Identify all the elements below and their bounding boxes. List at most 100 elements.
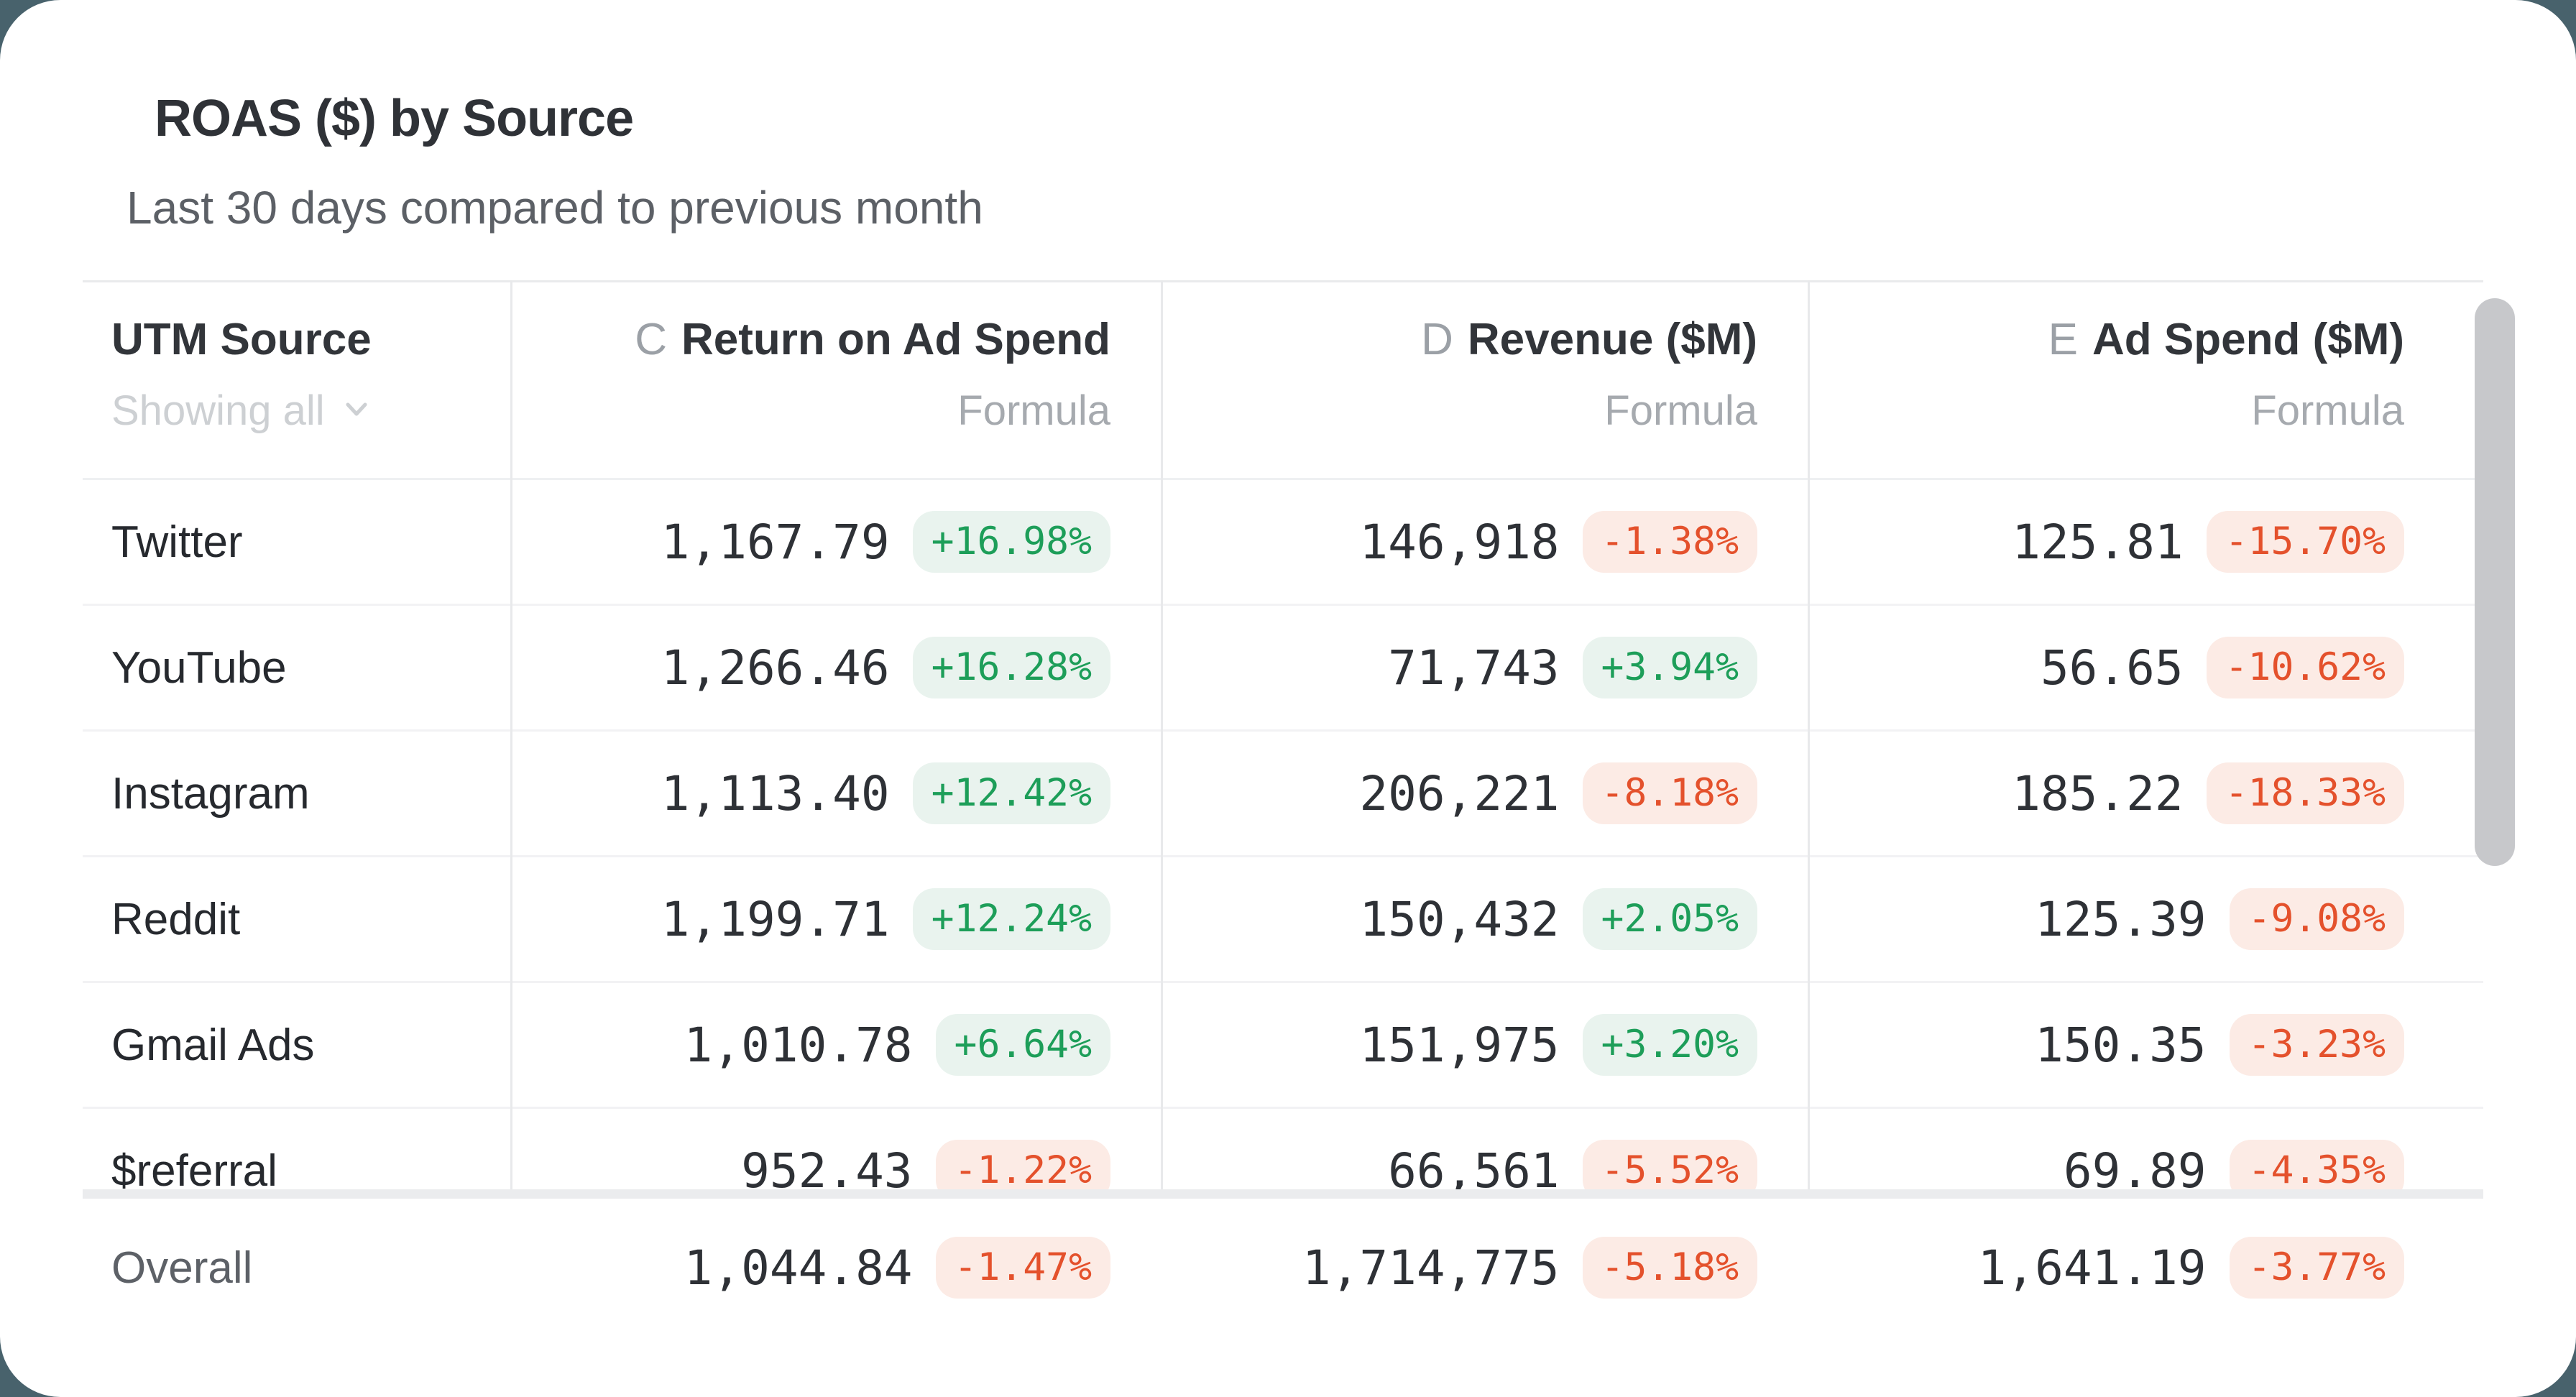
ad-spend-cell: 125.39 -9.08% (1808, 887, 2483, 951)
column-letter: E (2048, 315, 2079, 364)
source-filter-dropdown[interactable]: Showing all (111, 387, 372, 435)
delta-badge: +2.05% (1582, 887, 1757, 951)
source-label: Instagram (111, 768, 310, 819)
column-header-revenue: D Revenue ($M) Formula (1161, 314, 1808, 478)
delta-badge: -1.38% (1582, 510, 1757, 573)
revenue-cell: 206,221 -8.18% (1161, 762, 1808, 825)
table-row[interactable]: Twitter 1,167.79 +16.98% 146,918 -1.38% … (83, 480, 2483, 606)
revenue-cell: 146,918 -1.38% (1161, 510, 1808, 573)
card-title: ROAS ($) by Source (155, 90, 634, 147)
roas-cell: 1,113.40 +12.42% (510, 762, 1161, 825)
table-row[interactable]: Reddit 1,199.71 +12.24% 150,432 +2.05% 1… (83, 857, 2483, 983)
column-divider (510, 280, 512, 1189)
roas-cell: 1,167.79 +16.98% (510, 510, 1161, 573)
ad-spend-cell: 185.22 -18.33% (1808, 762, 2483, 825)
table-header: UTM Source Showing all C Return on Ad Sp… (83, 280, 2483, 480)
metric-value: 1,714,775 (1302, 1240, 1560, 1296)
metric-value: 1,167.79 (661, 514, 890, 570)
delta-badge: -4.35% (2229, 1139, 2404, 1189)
scrollbar-thumb[interactable] (2475, 298, 2515, 866)
delta-badge: -1.47% (935, 1236, 1110, 1299)
roas-cell: 952.43 -1.22% (510, 1139, 1161, 1190)
ad-spend-cell: 1,641.19 -3.77% (1808, 1236, 2483, 1299)
metric-value: 150.35 (2035, 1017, 2207, 1073)
source-label: Reddit (111, 894, 241, 944)
metric-value: 56.65 (2040, 640, 2184, 696)
chevron-down-icon (341, 387, 372, 435)
metric-value: 1,044.84 (684, 1240, 913, 1296)
delta-badge: -5.18% (1582, 1236, 1757, 1299)
roas-table: UTM Source Showing all C Return on Ad Sp… (83, 280, 2483, 1337)
column-divider (1161, 280, 1163, 1189)
column-header-ad-spend: E Ad Spend ($M) Formula (1808, 314, 2483, 478)
column-formula-label: Formula (2251, 387, 2404, 434)
column-label: Revenue ($M) (1467, 315, 1757, 364)
table-row[interactable]: $referral 952.43 -1.22% 66,561 -5.52% 69… (83, 1109, 2483, 1189)
roas-cell: 1,199.71 +12.24% (510, 887, 1161, 951)
metric-value: 1,641.19 (1977, 1240, 2207, 1296)
metric-value: 1,266.46 (661, 640, 890, 696)
metric-value: 71,743 (1388, 640, 1560, 696)
metric-value: 125.39 (2035, 891, 2207, 947)
delta-badge: +3.94% (1582, 636, 1757, 699)
revenue-cell: 151,975 +3.20% (1161, 1013, 1808, 1076)
delta-badge: -10.62% (2206, 636, 2404, 699)
delta-badge: +16.98% (912, 510, 1110, 573)
revenue-cell: 1,714,775 -5.18% (1161, 1236, 1808, 1299)
delta-badge: +12.24% (912, 887, 1110, 951)
metric-value: 66,561 (1388, 1143, 1560, 1190)
revenue-cell: 150,432 +2.05% (1161, 887, 1808, 951)
metric-value: 1,010.78 (684, 1017, 913, 1073)
card-subtitle: Last 30 days compared to previous month (126, 182, 983, 234)
column-letter: D (1421, 315, 1453, 364)
table-row[interactable]: Instagram 1,113.40 +12.42% 206,221 -8.18… (83, 732, 2483, 857)
column-divider (1808, 280, 1810, 1189)
column-header-roas: C Return on Ad Spend Formula (510, 314, 1161, 478)
metric-value: 69.89 (2063, 1143, 2207, 1190)
delta-badge: +3.20% (1582, 1013, 1757, 1076)
roas-cell: 1,044.84 -1.47% (510, 1236, 1161, 1299)
metric-value: 150,432 (1359, 891, 1560, 947)
table-body: Twitter 1,167.79 +16.98% 146,918 -1.38% … (83, 480, 2483, 1189)
metric-value: 1,113.40 (661, 765, 890, 821)
delta-badge: +12.42% (912, 762, 1110, 825)
roas-cell: 1,010.78 +6.64% (510, 1013, 1161, 1076)
source-label: YouTube (111, 642, 287, 693)
metric-value: 185.22 (2012, 765, 2184, 821)
delta-badge: +6.64% (935, 1013, 1110, 1076)
delta-badge: -3.77% (2229, 1236, 2404, 1299)
metric-value: 952.43 (741, 1143, 913, 1190)
delta-badge: -5.52% (1582, 1139, 1757, 1189)
table-row[interactable]: Gmail Ads 1,010.78 +6.64% 151,975 +3.20%… (83, 983, 2483, 1109)
delta-badge: -15.70% (2206, 510, 2404, 573)
ad-spend-cell: 150.35 -3.23% (1808, 1013, 2483, 1076)
column-formula-label: Formula (957, 387, 1110, 434)
source-label: Gmail Ads (111, 1020, 315, 1070)
source-header-label: UTM Source (111, 315, 372, 364)
delta-badge: -1.22% (935, 1139, 1110, 1189)
source-label: Twitter (111, 517, 243, 567)
ad-spend-cell: 69.89 -4.35% (1808, 1139, 2483, 1190)
column-label: Ad Spend ($M) (2092, 315, 2404, 364)
metric-value: 151,975 (1359, 1017, 1560, 1073)
roas-cell: 1,266.46 +16.28% (510, 636, 1161, 699)
source-filter-value: Showing all (111, 387, 325, 434)
table-row[interactable]: YouTube 1,266.46 +16.28% 71,743 +3.94% 5… (83, 606, 2483, 732)
overall-label: Overall (111, 1242, 253, 1293)
metric-value: 1,199.71 (661, 891, 890, 947)
delta-badge: -8.18% (1582, 762, 1757, 825)
metric-value: 125.81 (2012, 514, 2184, 570)
revenue-cell: 66,561 -5.52% (1161, 1139, 1808, 1190)
overall-row: Overall 1,044.84 -1.47% 1,714,775 -5.18%… (83, 1199, 2483, 1337)
source-label: $referral (111, 1145, 277, 1190)
metric-value: 146,918 (1359, 514, 1560, 570)
delta-badge: -9.08% (2229, 887, 2404, 951)
metric-value: 206,221 (1359, 765, 1560, 821)
ad-spend-cell: 125.81 -15.70% (1808, 510, 2483, 573)
delta-badge: +16.28% (912, 636, 1110, 699)
column-formula-label: Formula (1604, 387, 1757, 434)
ad-spend-cell: 56.65 -10.62% (1808, 636, 2483, 699)
column-label: Return on Ad Spend (681, 315, 1110, 364)
column-letter: C (635, 315, 667, 364)
